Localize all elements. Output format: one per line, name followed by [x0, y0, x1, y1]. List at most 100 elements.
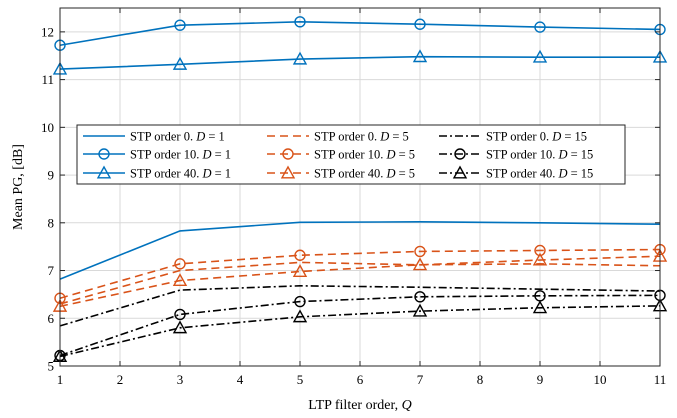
- legend-label-d: D: [379, 130, 389, 144]
- legend-marker: [98, 148, 110, 160]
- legend-label: STP order 0. D = 1: [130, 130, 225, 144]
- y-tick-label: 8: [48, 215, 55, 230]
- data-point: [412, 49, 428, 63]
- data-point: [532, 300, 548, 314]
- x-tick-label: 3: [177, 372, 184, 387]
- legend-marker: [452, 165, 468, 179]
- legend-label: STP order 40. D = 1: [130, 167, 231, 181]
- legend-item-4: STP order 0. D = 5: [267, 130, 409, 144]
- series-line: [59, 248, 661, 299]
- y-tick-label: 12: [41, 24, 54, 39]
- series-line: [59, 261, 661, 305]
- data-point: [174, 308, 186, 321]
- legend-label: STP order 10. D = 15: [486, 148, 593, 162]
- legend-label-value: = 5: [389, 130, 409, 144]
- x-tick-label: 7: [417, 372, 424, 387]
- x-tick-label: 1: [57, 372, 64, 387]
- legend-label-prefix: STP order 0.: [130, 130, 196, 144]
- data-point: [294, 16, 306, 28]
- legend-label-d: D: [385, 167, 395, 181]
- x-tick-label: 11: [654, 372, 667, 387]
- data-point: [532, 49, 548, 63]
- x-tick-label: 8: [477, 372, 484, 387]
- axis-ticks: [59, 8, 661, 367]
- data-point: [534, 244, 546, 257]
- legend-label-value: = 5: [395, 167, 415, 181]
- x-tick-label: 2: [117, 372, 124, 387]
- data-point: [412, 257, 428, 271]
- x-axis-label-variable: Q: [402, 398, 412, 413]
- legend-label-prefix: STP order 10.: [314, 148, 386, 162]
- data-point: [412, 303, 428, 317]
- legend-label-d: D: [385, 148, 395, 162]
- series-line: [59, 21, 661, 47]
- legend-label-d: D: [195, 130, 205, 144]
- legend-label-d: D: [201, 148, 211, 162]
- legend-label-value: = 15: [567, 167, 593, 181]
- data-point: [172, 56, 188, 70]
- grid: [59, 8, 661, 367]
- data-point: [414, 18, 426, 30]
- data-point: [172, 273, 188, 287]
- legend-label-d: D: [557, 167, 567, 181]
- legend-label-prefix: STP order 40.: [486, 167, 558, 181]
- data-point: [414, 245, 426, 258]
- data-point: [294, 295, 306, 308]
- legend-item-8: STP order 10. D = 15: [439, 148, 593, 162]
- legend-label: STP order 10. D = 1: [130, 148, 231, 162]
- legend-item-5: STP order 10. D = 5: [267, 148, 415, 162]
- data-point: [174, 19, 186, 31]
- y-tick-label: 9: [48, 168, 55, 183]
- series-line: [59, 285, 661, 327]
- y-axis-label: Mean PG, [dB]: [11, 144, 26, 230]
- data-point: [292, 51, 308, 65]
- legend-item-3: STP order 40. D = 1: [83, 165, 231, 181]
- x-tick-label: 4: [237, 372, 244, 387]
- x-tick-label: 5: [297, 372, 304, 387]
- series-line: [59, 255, 661, 308]
- legend-item-9: STP order 40. D = 15: [439, 165, 593, 181]
- x-axis-label: LTP filter order, Q: [308, 398, 411, 413]
- y-tick-label: 5: [48, 359, 55, 374]
- legend-item-2: STP order 10. D = 1: [83, 148, 231, 162]
- y-tick-label: 6: [48, 311, 55, 326]
- legend-label-prefix: STP order 10.: [130, 148, 202, 162]
- x-tick-label: 6: [357, 372, 364, 387]
- legend-label-value: = 1: [211, 167, 231, 181]
- legend-label-prefix: STP order 0.: [314, 130, 380, 144]
- legend-label-value: = 15: [561, 130, 587, 144]
- legend-label-d: D: [201, 167, 211, 181]
- legend-marker: [280, 165, 296, 179]
- data-point: [174, 258, 186, 270]
- series-7: [59, 285, 661, 327]
- data-point: [294, 249, 306, 261]
- data-point: [532, 252, 548, 266]
- series-line: [59, 221, 661, 280]
- data-point: [292, 309, 308, 323]
- legend-label-value: = 15: [567, 148, 593, 162]
- series-4: [59, 261, 661, 305]
- legend-label: STP order 40. D = 15: [486, 167, 593, 181]
- series-line: [59, 55, 660, 70]
- legend-label: STP order 10. D = 5: [314, 148, 415, 162]
- y-tick-label: 10: [41, 120, 54, 135]
- legend-label: STP order 0. D = 15: [486, 130, 587, 144]
- legend-item-1: STP order 0. D = 1: [83, 130, 225, 144]
- legend-label-prefix: STP order 10.: [486, 148, 558, 162]
- x-tick-label: 9: [537, 372, 544, 387]
- legend-label: STP order 0. D = 5: [314, 130, 409, 144]
- legend-marker: [282, 148, 294, 160]
- legend-item-6: STP order 40. D = 5: [267, 165, 415, 181]
- legend-label-d: D: [557, 148, 567, 162]
- y-tick-label: 11: [41, 72, 54, 87]
- legend-marker: [96, 165, 112, 179]
- y-tick-label: 7: [48, 263, 55, 278]
- legend-label-d: D: [551, 130, 561, 144]
- x-axis-label-text: LTP filter order,: [308, 398, 401, 413]
- legend-label-prefix: STP order 40.: [130, 167, 202, 181]
- legend-label-value: = 1: [205, 130, 225, 144]
- x-tick-label: 10: [594, 372, 607, 387]
- series-line: [59, 305, 661, 358]
